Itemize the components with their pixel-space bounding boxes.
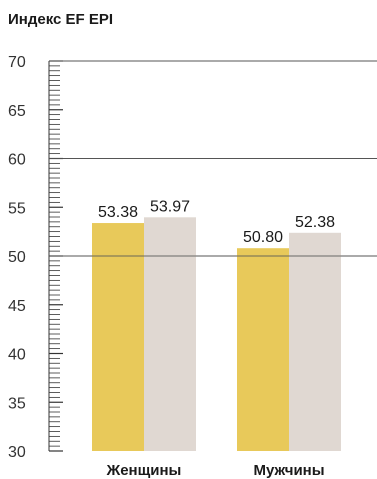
chart-title: Индекс EF EPI: [8, 11, 113, 28]
y-tick-label-50: 50: [8, 249, 26, 266]
y-tick-label-40: 40: [8, 347, 26, 364]
bar-1-1: [289, 232, 341, 451]
bar-0-1: [144, 217, 196, 451]
y-tick-label-55: 55: [8, 200, 26, 217]
y-tick-label-60: 60: [8, 152, 26, 169]
bar-0-0: [92, 223, 144, 451]
y-tick-label-30: 30: [8, 444, 26, 461]
y-axis: 30 35 40 45 50 55 60 65 70: [8, 54, 63, 461]
data-label-1-1: 52.38: [295, 214, 335, 231]
data-label-0-0: 53.38: [98, 204, 138, 221]
bar-1-0: [237, 248, 289, 451]
data-label-1-0: 50.80: [243, 229, 283, 246]
y-tick-label-70: 70: [8, 54, 26, 71]
data-label-0-1: 53.97: [150, 198, 190, 215]
y-tick-label-35: 35: [8, 395, 26, 412]
bars: [92, 217, 341, 451]
y-tick-label-65: 65: [8, 103, 26, 120]
category-label-0: Женщины: [106, 462, 182, 479]
category-label-1: Мужчины: [253, 462, 324, 479]
y-tick-label-45: 45: [8, 298, 26, 315]
labels: 53.38 53.97 Женщины 50.80 52.38 Мужчины: [49, 60, 377, 479]
